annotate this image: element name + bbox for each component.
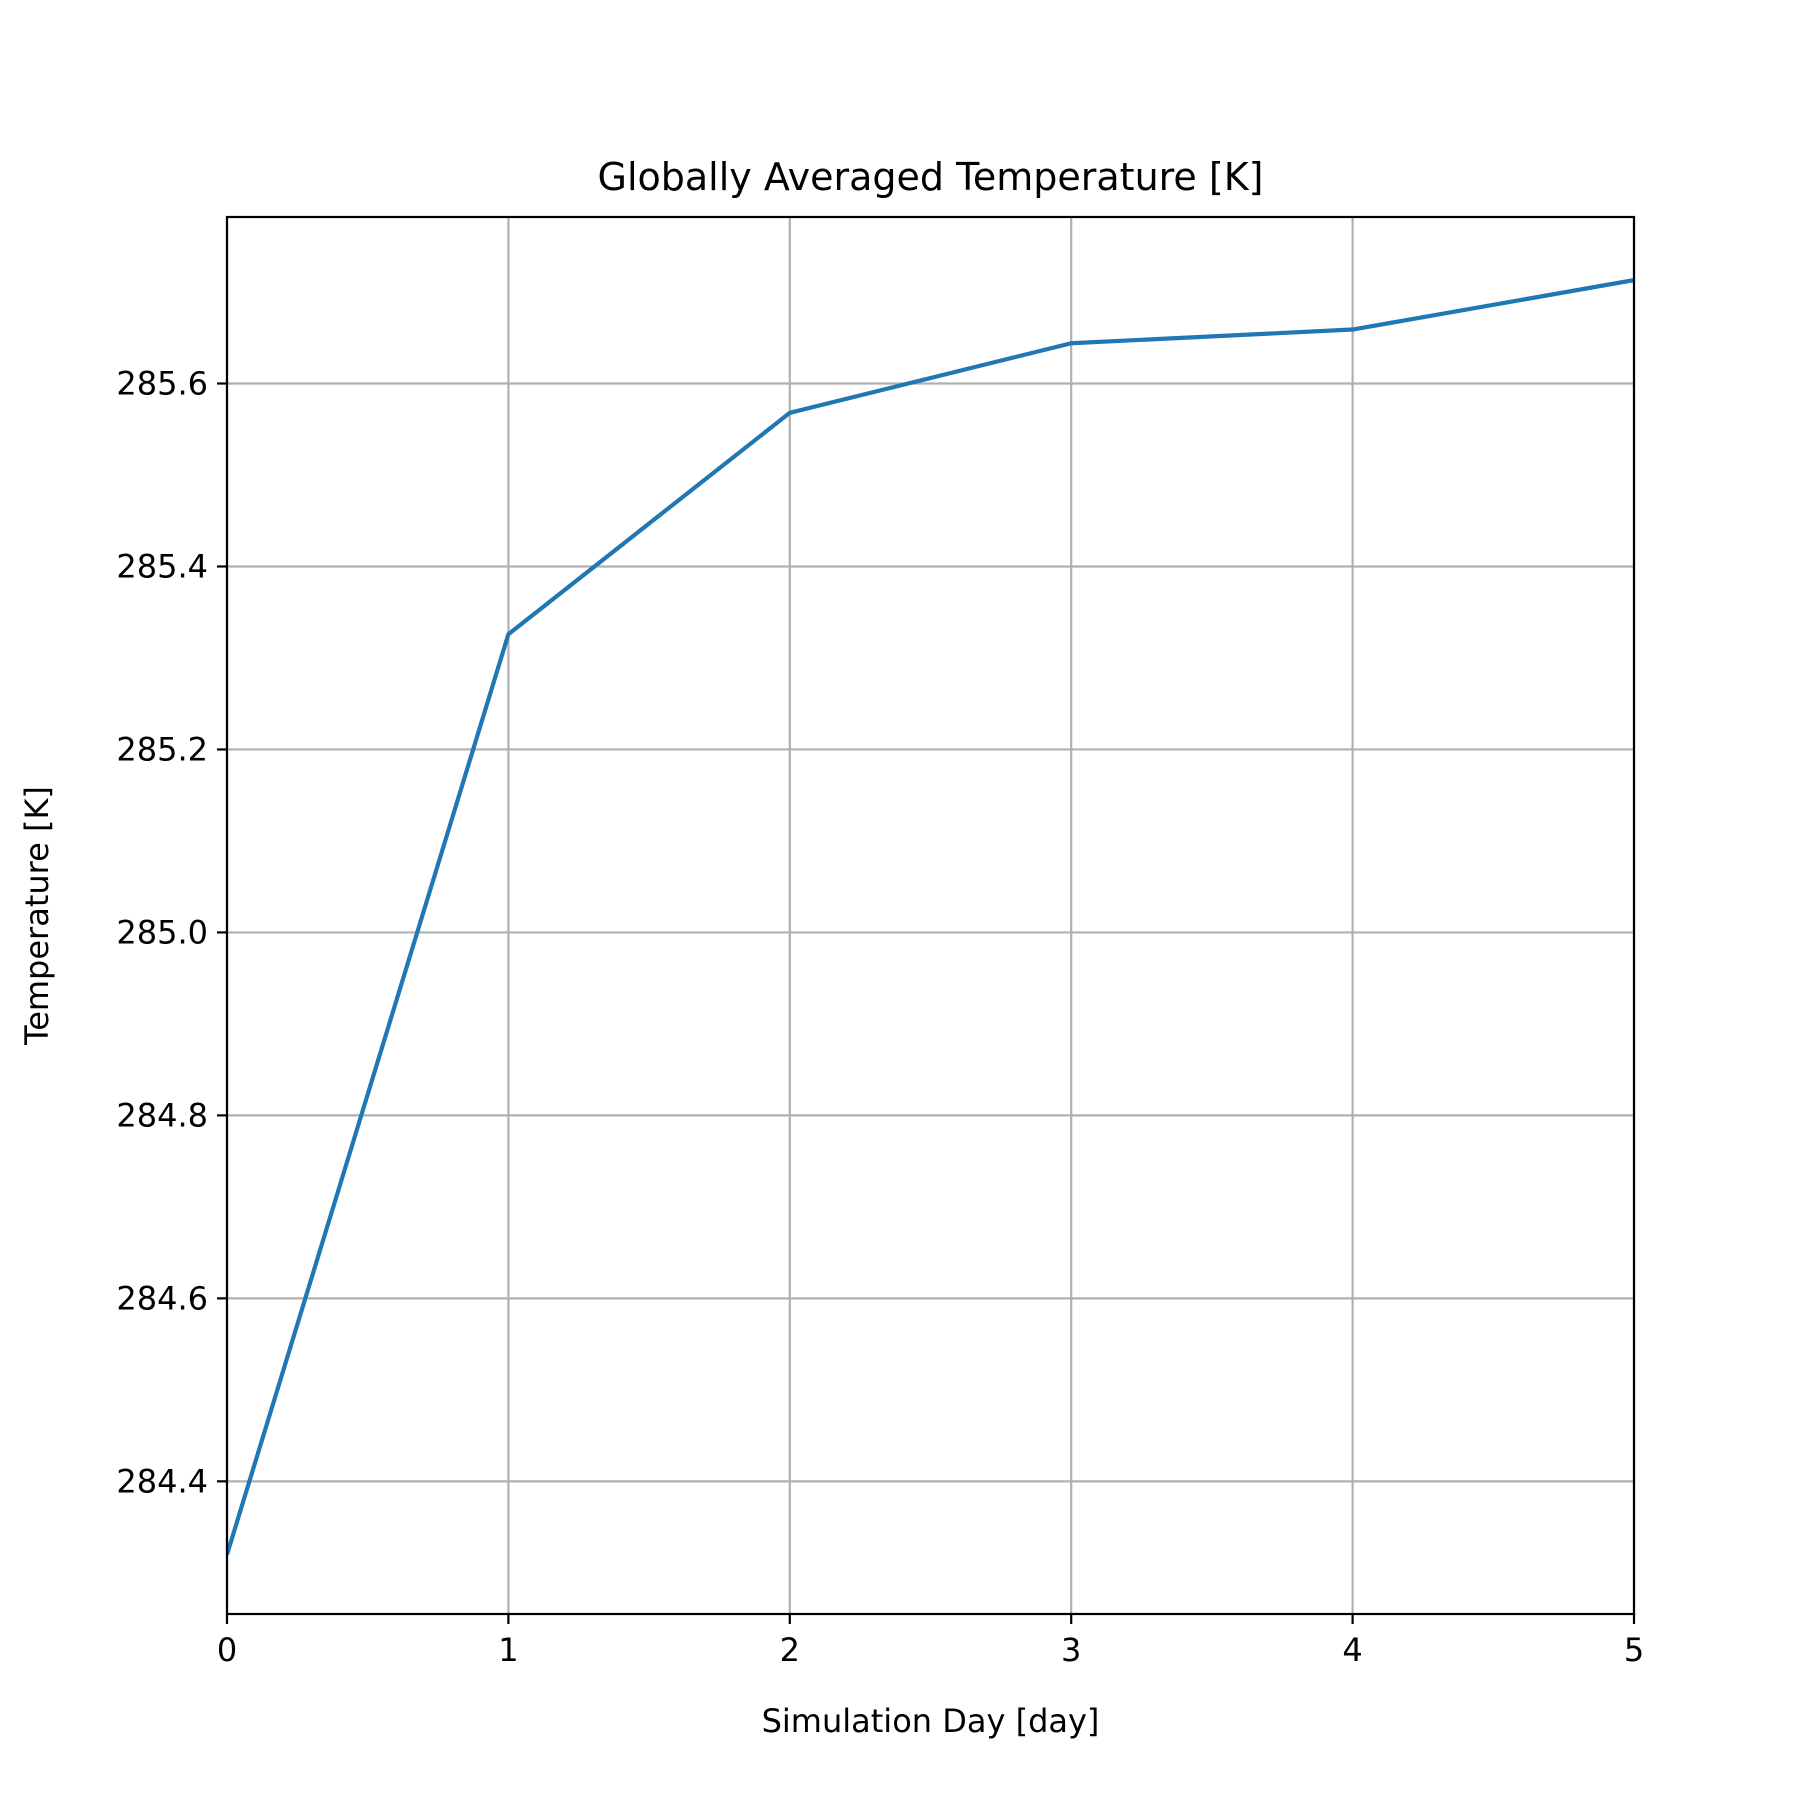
- y-tick-label: 285.2: [116, 730, 208, 768]
- x-tick-label: 0: [217, 1631, 237, 1669]
- ticks: 0 1 2 3 4 5 284.4 284.6 284.8 285.0 285.2 285.4 285.…: [116, 365, 1644, 1669]
- series-line: [227, 278, 1634, 1556]
- series-layer: [227, 278, 1634, 1556]
- y-tick-label: 285.0: [116, 913, 208, 951]
- x-tick-label: 3: [1061, 1631, 1081, 1669]
- x-tick-label: 4: [1342, 1631, 1362, 1669]
- x-axis-label: Simulation Day [day]: [762, 1702, 1100, 1740]
- plot-frame: [225, 215, 1636, 1616]
- x-tick-label: 2: [780, 1631, 800, 1669]
- y-tick-label: 285.4: [116, 547, 208, 585]
- y-axis-label: Temperature [K]: [18, 786, 56, 1046]
- x-tick-label: 5: [1624, 1631, 1644, 1669]
- y-tick-label: 285.6: [116, 365, 208, 403]
- y-tick-label: 284.6: [116, 1279, 208, 1317]
- x-tick-label: 1: [498, 1631, 518, 1669]
- chart-title: Globally Averaged Temperature [K]: [598, 155, 1264, 199]
- y-tick-label: 284.4: [116, 1462, 208, 1500]
- y-tick-label: 284.8: [116, 1096, 208, 1134]
